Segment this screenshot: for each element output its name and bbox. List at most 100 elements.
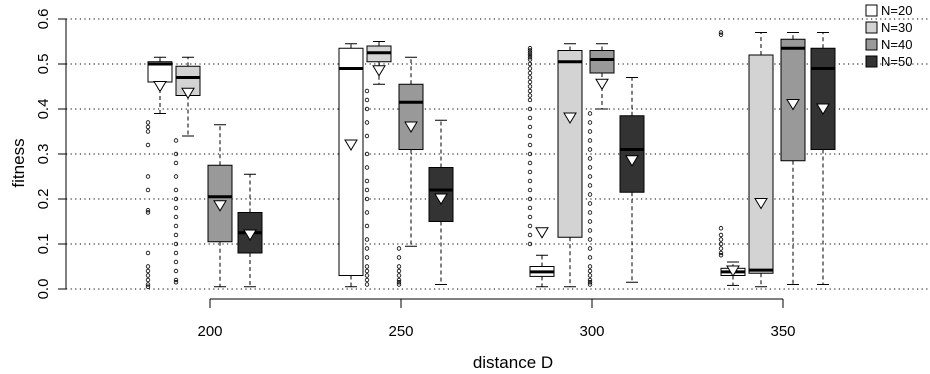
- y-tick-label: 0.4: [35, 99, 52, 120]
- outlier-point: [587, 111, 593, 116]
- outlier-point: [587, 165, 593, 170]
- y-tick-label: 0.1: [35, 234, 52, 255]
- legend-swatch: [865, 21, 878, 34]
- outlier-point: [527, 115, 533, 121]
- outlier-point: [145, 142, 151, 148]
- legend-label: N=30: [881, 20, 912, 35]
- outlier-point: [718, 226, 724, 231]
- box-N=20-350: [718, 30, 746, 286]
- outlier-point: [718, 232, 724, 238]
- outlier-point: [527, 151, 533, 157]
- outlier-point: [527, 66, 533, 71]
- outlier-point: [587, 183, 593, 188]
- outlier-point: [364, 178, 370, 184]
- y-tick-label: 0.2: [35, 189, 52, 210]
- outlier-point: [718, 246, 724, 251]
- outlier-point: [527, 57, 533, 62]
- outlier-point: [396, 282, 402, 287]
- outlier-point: [718, 253, 724, 258]
- outlier-point: [587, 174, 593, 179]
- outlier-point: [587, 129, 593, 134]
- outlier-point: [527, 187, 533, 193]
- box-body: [619, 115, 645, 193]
- outlier-point: [718, 32, 724, 37]
- mean-marker: [563, 112, 577, 124]
- mean-marker: [372, 65, 386, 77]
- outlier-point: [527, 84, 533, 89]
- outlier-point: [173, 187, 179, 193]
- outlier-point: [364, 120, 370, 125]
- box-body: [557, 50, 583, 238]
- y-tick-label: 0.6: [35, 9, 52, 30]
- outlier-point: [173, 138, 179, 143]
- outlier-point: [527, 93, 533, 98]
- outlier-point: [145, 284, 151, 289]
- outlier-point: [173, 259, 179, 265]
- outlier-point: [364, 273, 370, 278]
- outlier-point: [364, 106, 370, 112]
- outlier-point: [173, 268, 179, 274]
- outlier-point: [396, 255, 402, 260]
- outlier-point: [587, 268, 593, 274]
- legend-item: N=20: [865, 3, 912, 18]
- outlier-point: [527, 48, 533, 53]
- outlier-point: [527, 124, 533, 130]
- outlier-point: [364, 165, 370, 170]
- box-N=30-350: [748, 32, 774, 288]
- outlier-point: [587, 280, 593, 285]
- outlier-point: [587, 147, 593, 152]
- outlier-point: [364, 133, 370, 139]
- outlier-point: [587, 120, 593, 125]
- outlier-point: [587, 282, 593, 287]
- outlier-point: [587, 201, 593, 206]
- box-N=50-300: [619, 77, 645, 283]
- outlier-point: [587, 277, 593, 283]
- outlier-point: [145, 210, 151, 215]
- outlier-point: [364, 268, 370, 274]
- box-N=20-300: [527, 46, 555, 288]
- outlier-point: [145, 264, 151, 269]
- box-body: [338, 47, 364, 276]
- outlier-point: [173, 277, 179, 283]
- mean-marker: [816, 103, 830, 115]
- x-tick-label: 350: [770, 323, 795, 340]
- mean-marker: [535, 227, 549, 239]
- outlier-point: [364, 282, 370, 287]
- legend-swatch: [865, 4, 878, 17]
- box-N=30-200: [173, 56, 201, 285]
- box-N=40-350: [780, 32, 806, 285]
- box-N=40-300: [587, 43, 615, 287]
- outlier-point: [396, 280, 402, 285]
- outlier-point: [527, 241, 533, 247]
- outlier-point: [173, 232, 179, 238]
- box-N=30-250: [364, 41, 392, 287]
- legend-item: N=30: [865, 20, 912, 35]
- box-body: [810, 47, 836, 150]
- x-tick-label: 300: [579, 323, 604, 340]
- outlier-point: [364, 187, 370, 193]
- outlier-point: [527, 70, 533, 76]
- outlier-point: [145, 129, 151, 134]
- outlier-point: [145, 124, 151, 130]
- outlier-point: [173, 250, 179, 256]
- mean-marker: [625, 155, 639, 167]
- box-N=50-250: [428, 119, 454, 285]
- outlier-point: [527, 160, 533, 166]
- box-body: [589, 50, 615, 74]
- outlier-point: [145, 250, 151, 256]
- box-N=40-250: [396, 56, 424, 287]
- y-axis: 0.0 0.1 0.2 0.3 0.4 0.5 0.6: [35, 9, 67, 300]
- mean-marker: [786, 99, 800, 111]
- outlier-point: [364, 237, 370, 242]
- outlier-point: [173, 174, 179, 179]
- outlier-point: [396, 277, 402, 283]
- outlier-point: [527, 50, 533, 55]
- outlier-point: [173, 160, 179, 166]
- outlier-point: [527, 61, 533, 67]
- outlier-point: [527, 196, 533, 202]
- mean-marker: [726, 265, 740, 277]
- outlier-point: [718, 30, 724, 35]
- outlier-point: [364, 151, 370, 157]
- outlier-point: [527, 223, 533, 229]
- y-tick-label: 0.0: [35, 279, 52, 300]
